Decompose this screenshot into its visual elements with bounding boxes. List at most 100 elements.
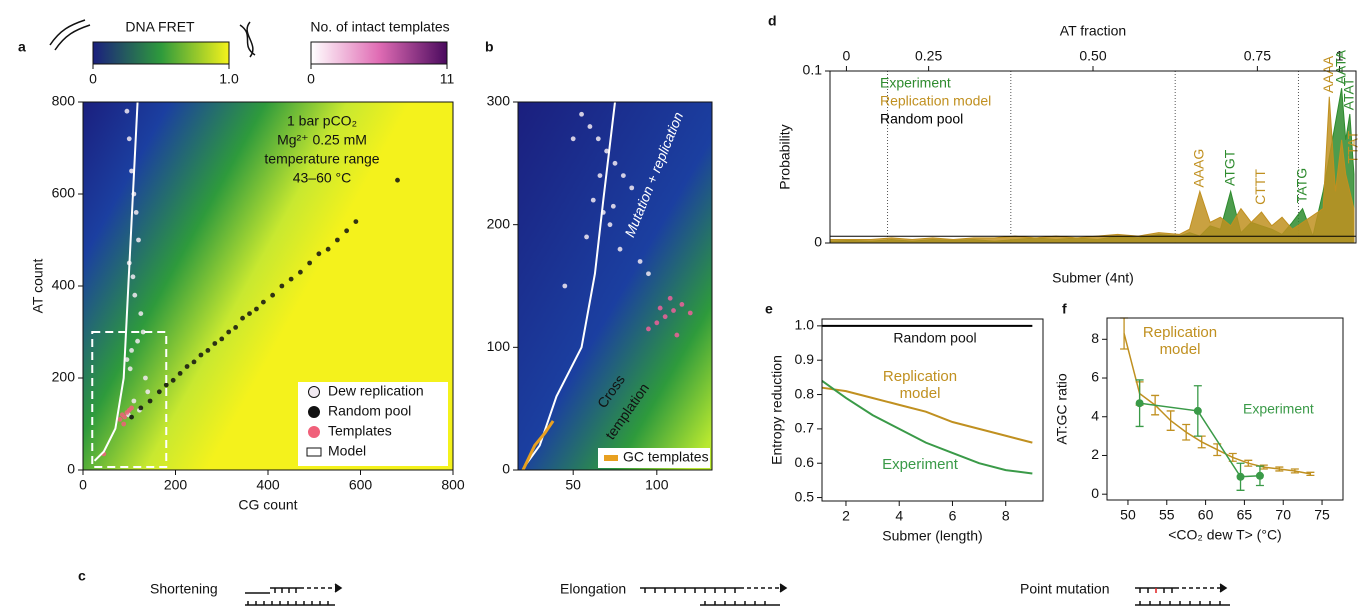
plot-frame: [1106, 317, 1344, 501]
y-axis-label: AT count: [30, 259, 46, 314]
legend-label: Random pool: [328, 403, 411, 419]
peak-label: AATA: [1332, 49, 1348, 84]
data-point: [247, 311, 252, 316]
panel-label: d: [768, 13, 777, 29]
y-tick-label: 400: [52, 277, 76, 293]
x-axis-label: Submer (length): [882, 528, 982, 544]
y-tick-label: 200: [487, 215, 511, 231]
plot-frame: [821, 318, 1044, 502]
data-point: [1193, 406, 1202, 415]
legend-swatch: [308, 406, 320, 418]
x-tick-label: 50: [565, 477, 581, 493]
peak-label: AAAG: [1191, 149, 1207, 188]
colorbar-tick-label: 1.0: [219, 71, 239, 87]
x2-tick-label: 0: [843, 48, 851, 64]
y-tick-label: 0: [1091, 485, 1099, 501]
data-point: [679, 302, 685, 307]
legend-box: [598, 448, 710, 468]
y-tick-label: 1.0: [795, 317, 815, 333]
x-tick-label: 600: [349, 477, 373, 493]
y-axis-label: Entropy reduction: [769, 355, 785, 465]
y-tick-label: 600: [52, 185, 76, 201]
data-point: [646, 271, 651, 277]
x-tick-label: 4: [895, 508, 903, 524]
y-tick-label: 100: [487, 338, 511, 354]
panel-label: c: [78, 568, 86, 584]
data-point: [121, 421, 127, 427]
y-tick-label: 6: [1091, 369, 1099, 385]
y-tick-label: 0.6: [795, 454, 815, 470]
data-point: [325, 246, 331, 252]
operation-label: Elongation: [560, 581, 626, 597]
data-point: [145, 389, 151, 395]
data-point: [124, 357, 130, 362]
data-point: [226, 329, 232, 335]
y-tick-label: 300: [487, 93, 511, 109]
annotation: 1 bar pCO₂: [287, 113, 357, 129]
data-point: [667, 295, 673, 301]
peak-label: ATAT: [1341, 77, 1357, 110]
error-bar: [1290, 468, 1299, 474]
y-tick-label: 800: [52, 93, 76, 109]
x-tick-label: 8: [1002, 508, 1010, 524]
data-point: [657, 305, 663, 311]
y-tick-label: 0: [814, 234, 822, 250]
x-tick-label: 50: [1120, 507, 1136, 523]
data-point: [610, 203, 616, 209]
data-point: [597, 173, 603, 179]
peak-label: TATG: [1293, 168, 1309, 203]
legend-label: Templates: [328, 423, 392, 439]
plot-frame: [829, 70, 1357, 244]
series-line: [525, 101, 616, 465]
data-point: [127, 366, 133, 372]
data-point: [671, 308, 676, 313]
x-tick-label: 75: [1314, 507, 1330, 523]
series-area: [829, 96, 1355, 244]
data-point: [177, 371, 183, 376]
data-point: [240, 315, 245, 321]
error-bar: [1244, 459, 1253, 467]
data-point: [129, 348, 134, 353]
y-tick-label: 0: [502, 461, 510, 477]
x-tick-label: 800: [441, 477, 465, 493]
data-point: [138, 311, 144, 316]
data-point: [140, 329, 146, 335]
y-tick-label: 0.9: [795, 351, 815, 367]
data-point: [604, 148, 610, 154]
data-point: [130, 274, 136, 280]
x-tick-label: 70: [1275, 507, 1291, 523]
legend-label: Random pool: [880, 111, 963, 127]
x-axis-label: CG count: [238, 497, 297, 513]
error-bar: [1197, 435, 1206, 449]
data-point: [138, 405, 144, 411]
data-point: [133, 210, 139, 215]
legend-label: Replication model: [880, 93, 991, 109]
data-point: [170, 377, 176, 383]
data-point: [129, 405, 134, 411]
data-point: [233, 325, 239, 330]
data-point: [279, 283, 285, 289]
data-point: [132, 292, 138, 298]
data-point: [590, 197, 596, 203]
error-bar: [1275, 466, 1284, 472]
y-tick-label: 0.1: [803, 62, 823, 78]
x-tick-label: 200: [164, 477, 188, 493]
data-point: [136, 237, 141, 243]
data-point: [143, 375, 148, 381]
data-point: [344, 228, 350, 234]
plot-frame: [517, 101, 713, 471]
data-point: [646, 326, 651, 332]
data-point: [595, 136, 601, 142]
data-point: [117, 417, 123, 422]
annotation: temperature range: [264, 151, 379, 167]
series-line: [821, 386, 1033, 444]
y-tick-label: 200: [52, 369, 76, 385]
data-point: [126, 136, 132, 142]
data-point: [122, 414, 128, 420]
data-point: [198, 352, 204, 358]
x-axis-label: Submer (4nt): [1052, 270, 1134, 286]
data-point: [629, 185, 635, 191]
annotation: 43–60 °C: [293, 170, 352, 186]
data-point: [587, 124, 593, 129]
